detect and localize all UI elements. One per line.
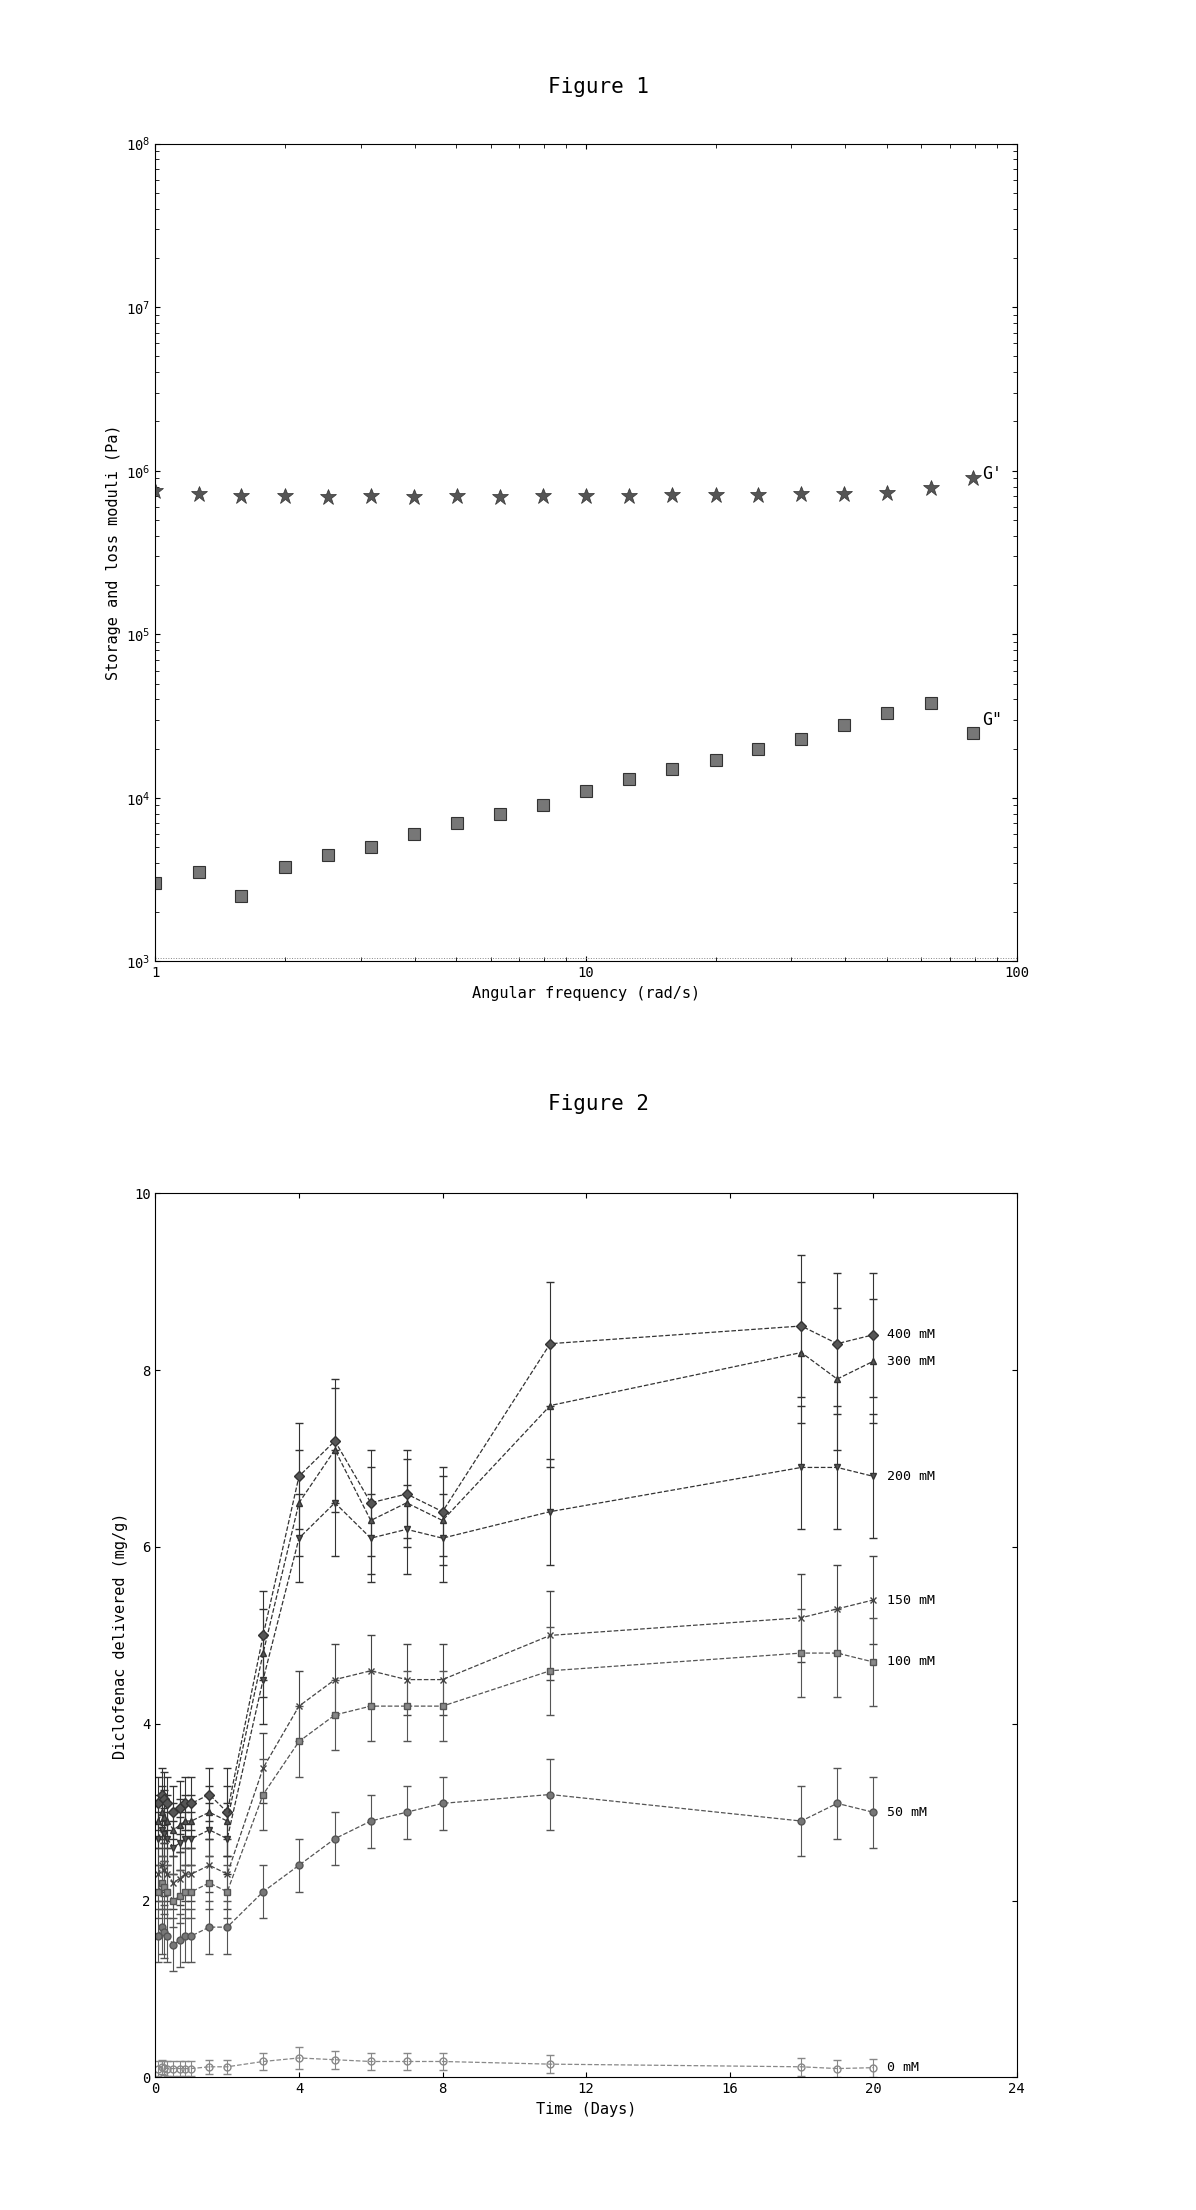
Text: 200 mM: 200 mM xyxy=(887,1470,935,1483)
Text: Figure 1: Figure 1 xyxy=(548,77,648,97)
Text: 100 mM: 100 mM xyxy=(887,1655,935,1669)
X-axis label: Angular frequency (rad/s): Angular frequency (rad/s) xyxy=(472,986,700,1001)
Text: 400 mM: 400 mM xyxy=(887,1328,935,1341)
X-axis label: Time (Days): Time (Days) xyxy=(536,2102,636,2117)
Text: Figure 2: Figure 2 xyxy=(548,1094,648,1114)
Text: 300 mM: 300 mM xyxy=(887,1355,935,1368)
Text: 150 mM: 150 mM xyxy=(887,1593,935,1607)
Text: G': G' xyxy=(982,466,1002,484)
Y-axis label: Diclofenac delivered (mg/g): Diclofenac delivered (mg/g) xyxy=(114,1512,128,1759)
Text: 0 mM: 0 mM xyxy=(887,2062,920,2075)
Text: G": G" xyxy=(982,712,1002,729)
Text: 50 mM: 50 mM xyxy=(887,1806,927,1819)
Y-axis label: Storage and loss moduli (Pa): Storage and loss moduli (Pa) xyxy=(105,424,121,681)
